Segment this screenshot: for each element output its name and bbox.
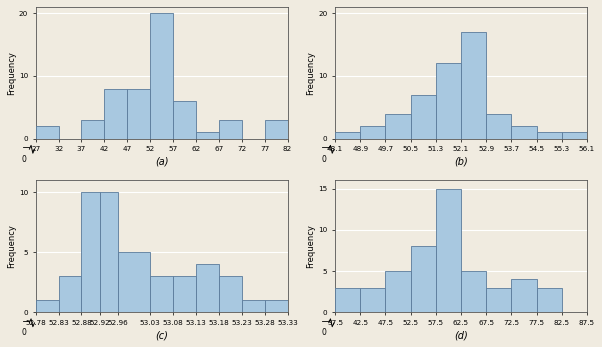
Bar [104,88,127,139]
Bar [173,276,196,312]
Y-axis label: Frequency: Frequency [7,225,16,268]
X-axis label: (d): (d) [454,330,468,340]
X-axis label: (c): (c) [155,330,168,340]
Bar [536,133,562,139]
Bar [127,88,150,139]
Bar [461,32,486,139]
Bar [150,13,173,139]
Y-axis label: Frequency: Frequency [7,51,16,95]
X-axis label: (a): (a) [155,156,169,167]
Bar [385,271,411,312]
Bar [81,193,100,312]
Bar [196,264,219,312]
Bar [461,271,486,312]
Bar [385,114,411,139]
Bar [150,276,173,312]
Bar [360,126,385,139]
Bar [562,133,587,139]
Text: 0: 0 [22,154,26,163]
Bar [100,193,118,312]
Bar [36,126,58,139]
Bar [335,288,360,312]
Bar [219,120,242,139]
Bar [360,288,385,312]
Bar [118,252,150,312]
X-axis label: (b): (b) [454,156,468,167]
Bar [486,288,511,312]
Bar [486,114,511,139]
Bar [411,246,436,312]
Text: 0: 0 [321,328,326,337]
Y-axis label: Frequency: Frequency [306,51,315,95]
Bar [81,120,104,139]
Bar [335,133,360,139]
Text: 0: 0 [321,154,326,163]
Y-axis label: Frequency: Frequency [306,225,315,268]
Bar [511,279,536,312]
Bar [436,64,461,139]
Bar [196,133,219,139]
Bar [36,300,58,312]
Bar [219,276,242,312]
Bar [173,101,196,139]
Bar [436,189,461,312]
Bar [511,126,536,139]
Text: 0: 0 [22,328,26,337]
Bar [536,288,562,312]
Bar [265,120,288,139]
Bar [411,95,436,139]
Bar [242,300,265,312]
Bar [265,300,288,312]
Bar [58,276,81,312]
